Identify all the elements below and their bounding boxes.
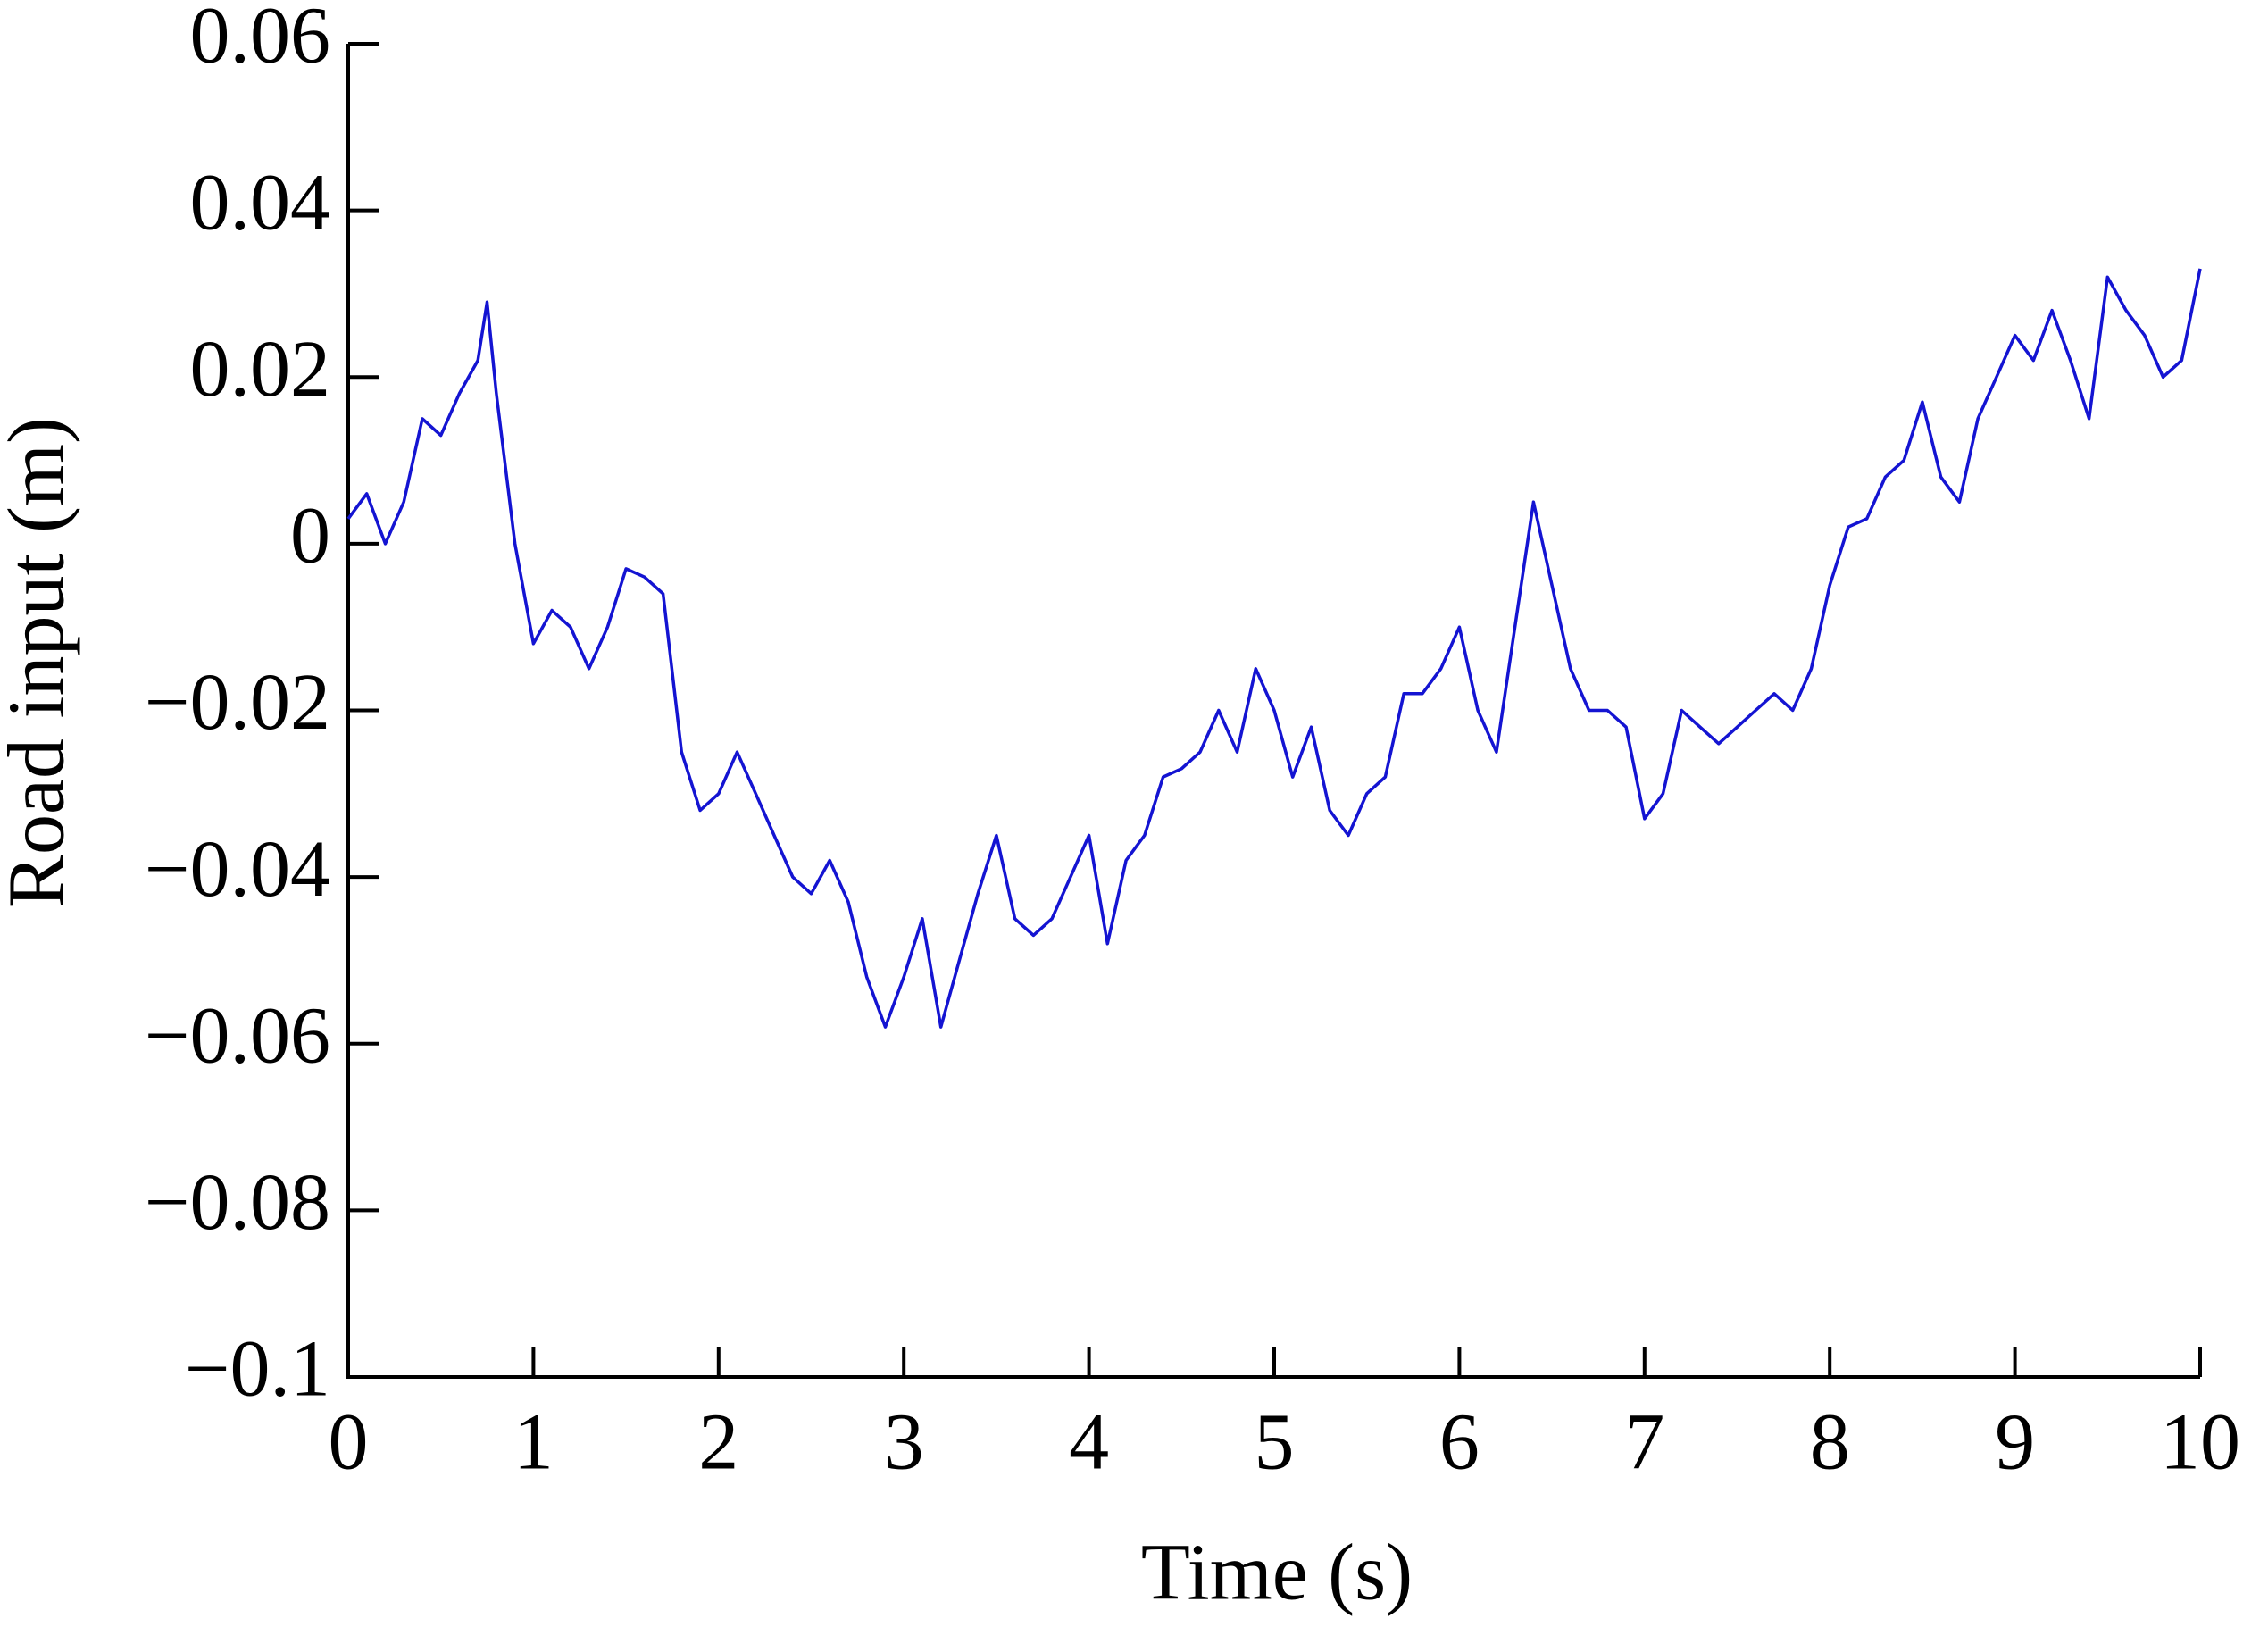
x-tick-label: 9 xyxy=(1995,1398,2035,1487)
y-tick-label: 0 xyxy=(290,492,330,580)
data-line xyxy=(346,268,2202,1029)
y-tick-label: −0.02 xyxy=(145,658,330,747)
x-tick-label: 2 xyxy=(698,1398,738,1487)
x-tick-label: 10 xyxy=(2160,1398,2240,1487)
x-tick-label: 4 xyxy=(1069,1398,1109,1487)
x-tick-label: 1 xyxy=(513,1398,554,1487)
x-axis-label: Time (s) xyxy=(1141,1529,1413,1617)
y-tick-label: 0.06 xyxy=(190,0,331,80)
y-tick-label: −0.08 xyxy=(145,1158,330,1247)
x-tick-label: 3 xyxy=(884,1398,924,1487)
y-tick-label: −0.1 xyxy=(185,1325,330,1414)
x-tick-label: 5 xyxy=(1255,1398,1295,1487)
y-axis-label: Road input (m) xyxy=(0,417,81,908)
x-tick-label: 7 xyxy=(1624,1398,1664,1487)
y-tick-label: 0.02 xyxy=(190,325,331,413)
y-tick-label: −0.06 xyxy=(145,991,330,1080)
y-tick-label: 0.04 xyxy=(190,158,331,246)
x-tick-label: 0 xyxy=(329,1398,369,1487)
x-tick-label: 6 xyxy=(1439,1398,1480,1487)
y-tick-label: −0.04 xyxy=(145,825,330,914)
x-tick-label: 8 xyxy=(1810,1398,1850,1487)
